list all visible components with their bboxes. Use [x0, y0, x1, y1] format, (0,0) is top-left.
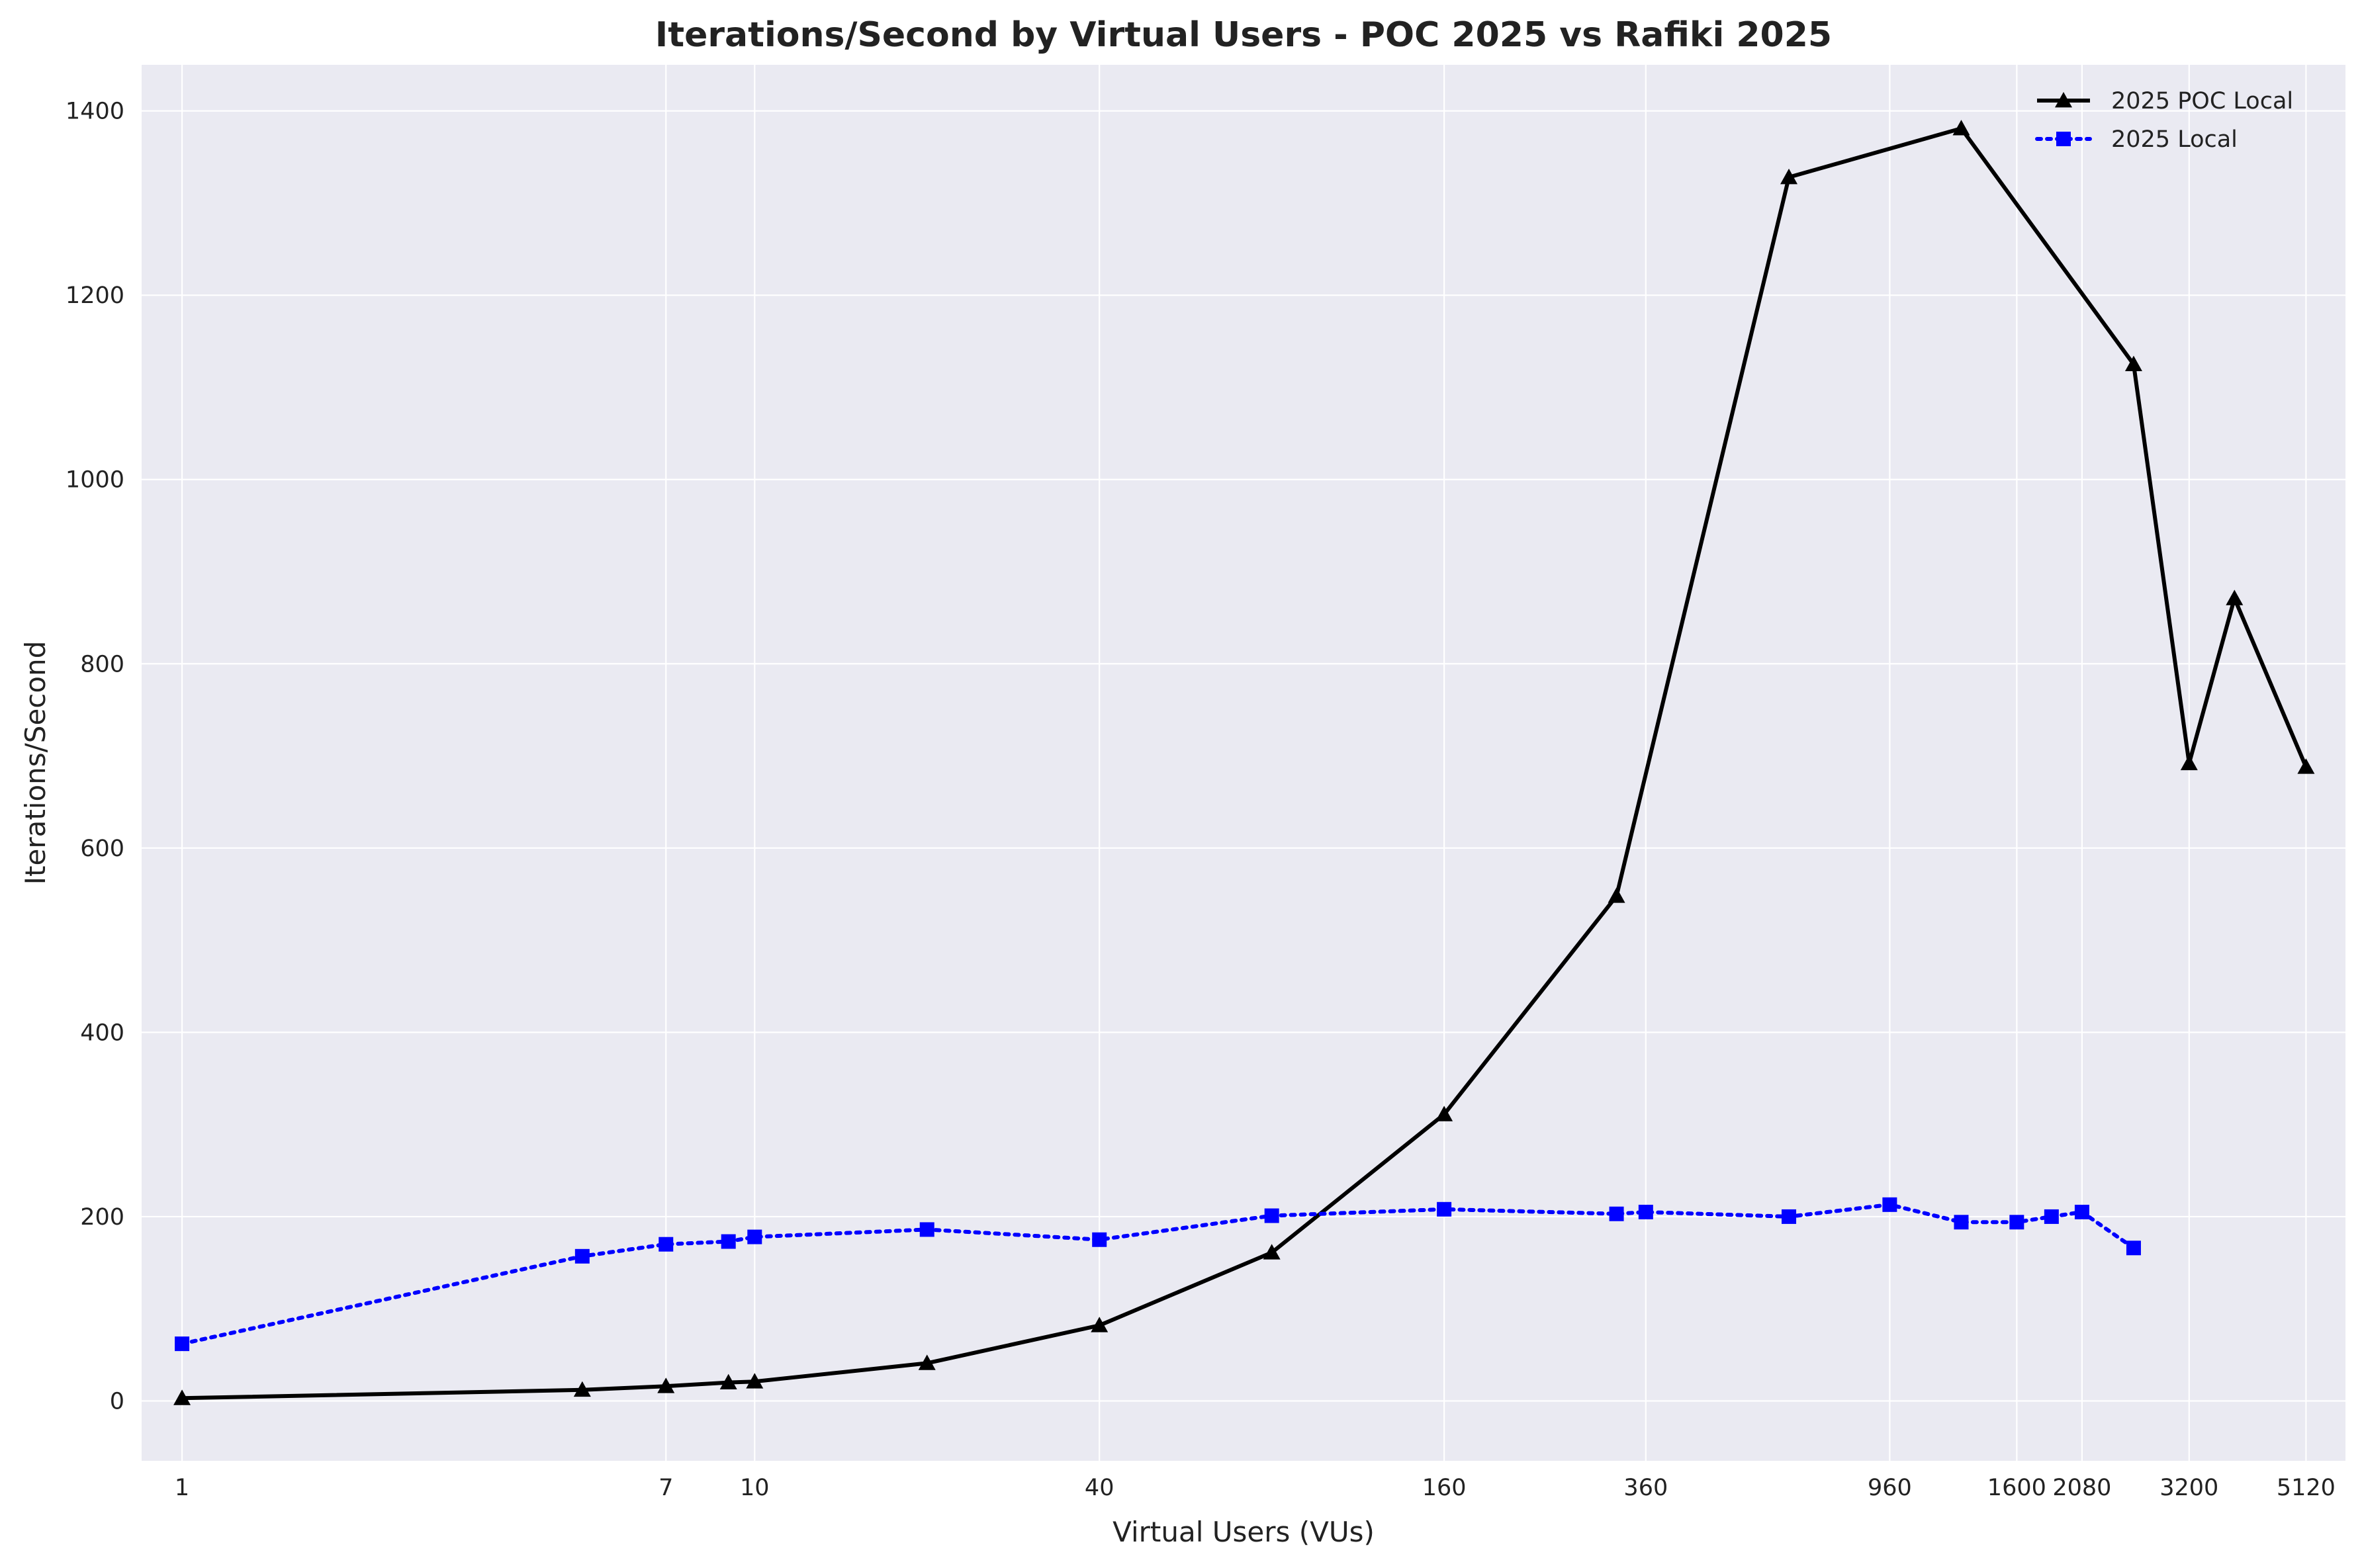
data-point [2074, 1204, 2089, 1219]
legend-label: 2025 POC Local [2111, 88, 2293, 114]
y-tick-label: 800 [80, 651, 124, 677]
x-tick-label: 3200 [2159, 1475, 2218, 1501]
data-point [1780, 168, 1798, 185]
data-point [918, 1354, 936, 1370]
data-point [747, 1229, 762, 1244]
data-point [173, 1389, 191, 1405]
data-point [1609, 1206, 1624, 1221]
series-layer [173, 120, 2315, 1405]
data-point [2126, 1241, 2141, 1256]
data-point [1954, 1215, 1969, 1230]
y-tick-label: 200 [80, 1204, 124, 1231]
data-point [1882, 1197, 1897, 1212]
data-point [2297, 758, 2315, 774]
x-tick-label: 960 [1868, 1475, 1912, 1501]
y-tick-label: 1200 [66, 283, 124, 309]
x-tick-label: 1600 [1987, 1475, 2046, 1501]
x-tick-label: 40 [1085, 1475, 1114, 1501]
series-line [182, 126, 2308, 1401]
y-tick-label: 0 [110, 1388, 124, 1415]
data-point [1264, 1208, 1279, 1223]
series-local [175, 1197, 2141, 1352]
data-point [1608, 887, 1625, 903]
data-point [1263, 1244, 1281, 1260]
data-point [1092, 1232, 1107, 1247]
data-point [919, 1222, 934, 1237]
data-point [2124, 355, 2142, 372]
legend-label: 2025 Local [2111, 126, 2238, 153]
data-point [2180, 754, 2198, 771]
legend-marker [2056, 132, 2071, 146]
data-point [657, 1377, 675, 1393]
x-tick-label: 10 [740, 1475, 770, 1501]
legend-marker [2055, 92, 2072, 108]
x-tick-label: 160 [1422, 1475, 1467, 1501]
x-tick-label: 2080 [2052, 1475, 2111, 1501]
data-point [574, 1248, 590, 1264]
y-axis-label: Iterations/Second [19, 641, 52, 885]
y-tick-label: 1400 [66, 99, 124, 125]
data-point [1091, 1317, 1109, 1332]
chart-title: Iterations/Second by Virtual Users - POC… [655, 15, 1832, 55]
data-point [573, 1381, 591, 1397]
data-point [1437, 1201, 1452, 1217]
series-poc-local [173, 120, 2315, 1405]
tick-labels: 0 200 400 600 800 1000 1200 1400 1 7 10 40 160 360 960… [66, 99, 2336, 1501]
x-tick-label: 5120 [2277, 1475, 2336, 1501]
x-axis-label: Virtual Users (VUs) [1113, 1516, 1375, 1548]
data-point [2009, 1215, 2024, 1230]
data-point [2226, 589, 2244, 605]
data-point [1952, 120, 1970, 136]
data-point [2044, 1209, 2059, 1224]
data-point [175, 1336, 190, 1352]
legend: 2025 POC Local 2025 Local [2035, 88, 2293, 153]
x-tick-label: 1 [175, 1475, 189, 1501]
y-tick-label: 600 [80, 836, 124, 862]
plot-background [142, 65, 2345, 1461]
data-point [1782, 1209, 1797, 1224]
y-tick-label: 1000 [66, 467, 124, 494]
x-tick-label: 360 [1623, 1475, 1668, 1501]
data-point [719, 1373, 737, 1390]
x-tick-label: 7 [659, 1475, 673, 1501]
data-point [659, 1237, 674, 1252]
data-point [1435, 1106, 1453, 1121]
data-point [721, 1234, 736, 1249]
y-tick-label: 400 [80, 1020, 124, 1046]
data-point [746, 1373, 764, 1389]
data-point [1638, 1204, 1653, 1219]
